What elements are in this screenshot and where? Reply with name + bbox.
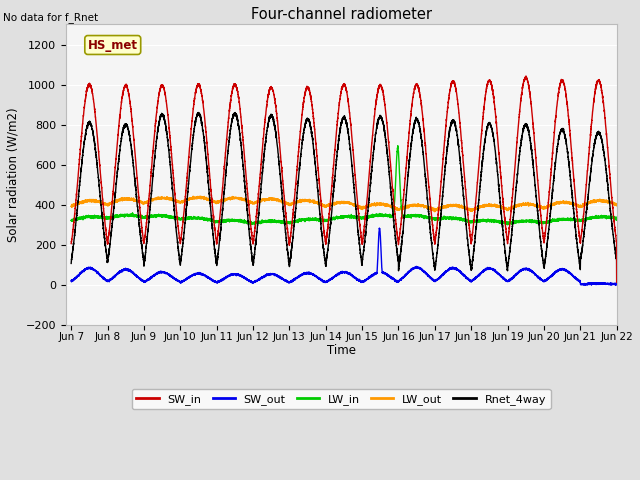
LW_out — [196, 193, 204, 199]
SW_in — [67, 241, 75, 247]
Rnet_4way — [184, 189, 192, 195]
Title: Four-channel radiometer: Four-channel radiometer — [251, 7, 432, 22]
Line: Rnet_4way: Rnet_4way — [71, 112, 617, 284]
Text: HS_met: HS_met — [88, 38, 138, 51]
LW_in — [504, 222, 511, 228]
LW_in — [67, 218, 75, 224]
LW_in — [497, 219, 504, 225]
Rnet_4way — [497, 205, 504, 211]
SW_in — [271, 101, 279, 107]
SW_in — [611, 224, 619, 230]
LW_out — [271, 197, 279, 203]
LW_out — [419, 203, 427, 209]
Rnet_4way — [611, 245, 619, 251]
SW_out — [611, 281, 619, 287]
LW_in — [611, 216, 619, 221]
LW_out — [613, 202, 621, 208]
Line: LW_out: LW_out — [71, 196, 617, 212]
Rnet_4way — [67, 261, 75, 266]
LW_out — [611, 203, 619, 208]
Rnet_4way — [419, 152, 427, 157]
SW_out — [67, 277, 75, 283]
SW_in — [179, 226, 186, 232]
LW_in — [184, 214, 192, 220]
LW_in — [613, 215, 621, 221]
SW_out — [419, 268, 427, 274]
SW_out — [613, 282, 621, 288]
LW_in — [419, 215, 427, 221]
SW_in — [497, 169, 504, 175]
Line: SW_in: SW_in — [71, 76, 617, 285]
Rnet_4way — [179, 249, 186, 254]
Legend: SW_in, SW_out, LW_in, LW_out, Rnet_4way: SW_in, SW_out, LW_in, LW_out, Rnet_4way — [132, 389, 550, 409]
Y-axis label: Solar radiation (W/m2): Solar radiation (W/m2) — [7, 107, 20, 242]
SW_out — [497, 273, 504, 279]
Text: No data for f_Rnet: No data for f_Rnet — [3, 12, 99, 23]
Rnet_4way — [271, 127, 279, 132]
LW_out — [67, 204, 75, 209]
LW_out — [497, 205, 504, 211]
LW_in — [271, 219, 279, 225]
LW_out — [431, 209, 438, 215]
SW_in — [419, 117, 427, 123]
LW_out — [179, 198, 186, 204]
SW_in — [613, 282, 621, 288]
LW_in — [179, 217, 186, 223]
X-axis label: Time: Time — [326, 344, 356, 357]
SW_out — [271, 272, 279, 278]
Rnet_4way — [613, 281, 621, 287]
SW_in — [184, 166, 192, 171]
Line: SW_out: SW_out — [71, 228, 617, 285]
SW_out — [179, 278, 186, 284]
SW_in — [522, 73, 530, 79]
LW_in — [394, 143, 402, 149]
SW_out — [184, 276, 192, 281]
Rnet_4way — [195, 109, 202, 115]
SW_out — [582, 282, 590, 288]
Line: LW_in: LW_in — [71, 146, 617, 225]
SW_out — [376, 225, 383, 231]
LW_out — [184, 196, 192, 202]
